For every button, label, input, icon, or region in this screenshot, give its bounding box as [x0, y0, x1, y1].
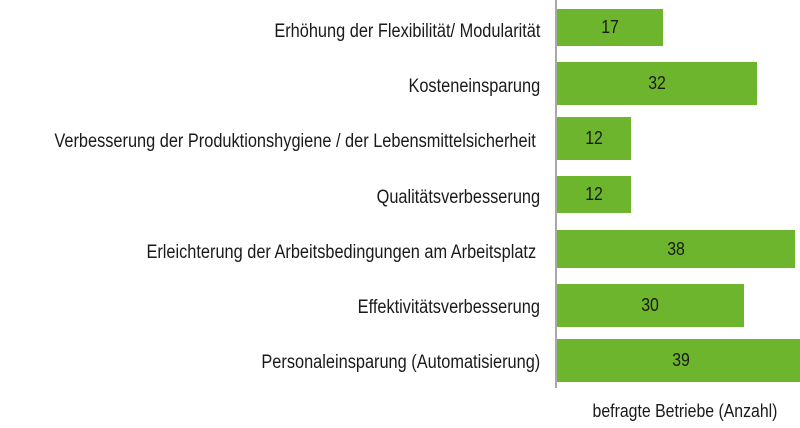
category-label-quality: Qualitätsverbesserung: [376, 187, 540, 208]
category-label-flexibility: Erhöhung der Flexibilität/ Modularität: [273, 21, 540, 42]
bar-effectiveness: 30: [557, 284, 744, 327]
bar-value: 12: [585, 184, 603, 204]
bar-personnel-savings: 39: [557, 339, 800, 382]
category-label-effectiveness: Effektivitätsverbesserung: [357, 297, 540, 318]
bar-working-conditions: 38: [557, 230, 795, 268]
bar-quality: 12: [557, 176, 631, 213]
category-label-working-conditions: Erleichterung der Arbeitsbedingungen am …: [146, 242, 536, 263]
bar-value: 12: [585, 128, 603, 148]
category-label-hygiene: Verbesserung der Produktionshygiene / de…: [54, 131, 536, 152]
bar-cost-savings: 32: [557, 62, 757, 105]
bar-value: 39: [672, 350, 690, 370]
bar-value: 38: [667, 238, 685, 259]
bar-value: 17: [601, 17, 619, 37]
bar-value: 30: [641, 295, 660, 315]
bar-flexibility: 17: [557, 9, 663, 46]
bar-hygiene: 12: [557, 117, 631, 160]
bar-value: 32: [648, 73, 666, 93]
y-axis-line: [555, 0, 557, 388]
category-label-personnel-savings: Personaleinsparung (Automatisierung): [261, 352, 540, 373]
x-axis-label: befragte Betriebe (Anzahl): [592, 401, 778, 421]
category-label-cost-savings: Kosteneinsparung: [408, 76, 540, 97]
